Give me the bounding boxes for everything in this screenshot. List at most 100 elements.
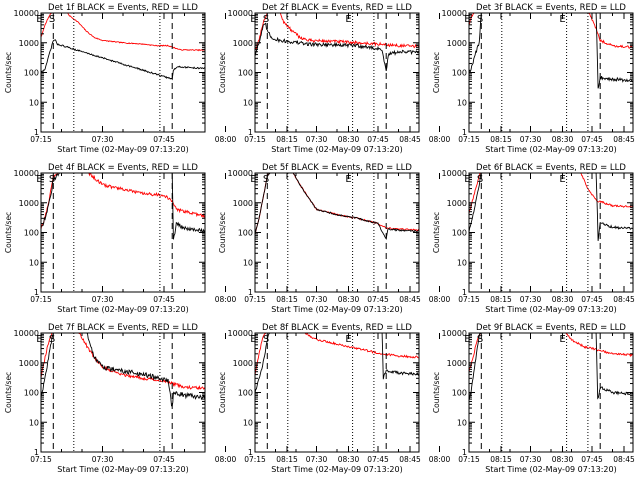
y-tick-label: 1000 [19,39,39,48]
y-tick-label: 10 [243,418,253,427]
interval-mark-label: E [559,174,565,185]
y-tick-label: 10000 [228,329,253,338]
x-tick-label: 07:30 [92,455,114,464]
interval-mark-label: E [464,174,470,185]
series-group [255,13,419,71]
y-tick-label: 100 [452,69,467,78]
x-tick-label: 07:30 [520,135,542,144]
y-tick-label: 1000 [19,359,39,368]
chart-title: Det 9f BLACK = Events, RED = LLD [476,323,626,333]
chart-panel-1: Det 1f BLACK = Events, RED = LLD11010010… [4,3,421,154]
y-tick-label: 10 [29,418,39,427]
y-tick-label: 10000 [228,9,253,18]
y-axis-label: Counts/sec [4,372,13,413]
x-tick-label: 07:30 [520,295,542,304]
lld-series-line [469,173,633,215]
x-tick-label: 07:15 [244,455,266,464]
x-tick-label: 07:30 [306,455,328,464]
series-group [41,333,205,407]
x-tick-label: 07:45 [581,455,603,464]
interval-mark-label: E [559,334,565,345]
chart-title: Det 1f BLACK = Events, RED = LLD [48,3,198,13]
y-tick-label: 100 [238,69,253,78]
y-axis-label: Counts/sec [218,372,227,413]
series-group [469,173,633,241]
chart-panel-5: Det 5f BLACK = Events, RED = LLD11010010… [218,163,635,314]
y-tick-label: 1000 [233,39,253,48]
x-axis-label: Start Time (02-May-09 07:13:20) [271,145,402,154]
y-tick-label: 10000 [228,169,253,178]
y-tick-label: 1000 [447,39,467,48]
y-tick-label: 10000 [14,9,39,18]
y-tick-label: 1000 [233,199,253,208]
chart-panel-3: Det 3f BLACK = Events, RED = LLD 1 10 100 10… [432,3,634,154]
y-tick-label: 10000 [442,329,467,338]
interval-mark-label: E [345,14,351,25]
x-tick-label: 08:00 [215,295,237,304]
x-tick-label: 08:30 [552,135,574,144]
chart-title: Det 4f BLACK = Events, RED = LLD [48,163,198,173]
series-group [469,333,633,402]
x-tick-label: 08:15 [490,455,512,464]
x-tick-label: 07:45 [153,135,175,144]
interval-mark-label: E [464,334,470,345]
y-tick-label: 1 [34,128,39,137]
interval-mark-label: S [49,334,55,345]
x-tick-label: 08:00 [429,455,451,464]
y-tick-label: 10000 [14,169,39,178]
chart-title: Det 8f BLACK = Events, RED = LLD [262,323,412,333]
x-tick-label: 08:30 [338,135,360,144]
x-tick-label: 08:00 [429,135,451,144]
x-tick-label: 08:15 [276,295,298,304]
lld-series-line [255,13,419,52]
y-axis-label: Counts/sec [4,52,13,93]
y-tick-label: 1 [248,288,253,297]
y-tick-label: 10 [243,258,253,267]
x-tick-label: 07:45 [581,295,603,304]
events-series-line [469,13,633,89]
y-tick-label: 10 [457,418,467,427]
interval-mark-label: E [464,14,470,25]
y-axis-label: Counts/sec [432,212,441,253]
lld-series-line [255,173,419,236]
interval-mark-label: E [345,174,351,185]
series-group [255,333,419,395]
y-axis-label: Counts/sec [218,212,227,253]
y-axis-label: Counts/sec [432,52,441,93]
series-group [469,13,633,89]
y-tick-label: 100 [238,229,253,238]
x-tick-label: 08:30 [338,455,360,464]
chart-panel-9: Det 9f BLACK = Events, RED = LLD 1 10 100 10… [432,323,634,474]
events-series-line [469,333,633,402]
x-tick-label: 07:45 [153,295,175,304]
x-tick-label: 08:45 [399,295,421,304]
x-tick-label: 08:30 [552,455,574,464]
y-tick-label: 1 [248,128,253,137]
y-tick-label: 10000 [442,169,467,178]
y-tick-label: 1 [462,128,467,137]
x-tick-label: 07:30 [92,295,114,304]
y-tick-label: 10 [457,258,467,267]
x-tick-label: 08:45 [399,455,421,464]
x-tick-label: 08:45 [613,135,635,144]
x-tick-label: 07:15 [458,135,480,144]
y-tick-label: 100 [452,389,467,398]
interval-mark-label: E [250,174,256,185]
interval-mark-label: E [559,14,565,25]
events-series-line [41,39,205,81]
interval-mark-label: S [477,334,483,345]
chart-panel-6: Det 6f BLACK = Events, RED = LLD 1 10 100 10… [432,163,634,314]
plot-frame [254,332,420,453]
x-tick-label: 08:00 [215,135,237,144]
chart-panel-4: Det 4f BLACK = Events, RED = LLD 1 10 100 10… [4,163,421,314]
y-tick-label: 1 [462,288,467,297]
y-tick-label: 1000 [233,359,253,368]
x-tick-label: 08:00 [215,455,237,464]
interval-mark-label: S [477,174,483,185]
chart-panel-7: Det 7f BLACK = Events, RED = LLD11010010… [4,323,421,474]
x-tick-label: 08:30 [338,295,360,304]
events-series-line [255,22,419,71]
x-axis-label: Start Time (02-May-09 07:13:20) [485,465,616,474]
x-tick-label: 07:45 [367,295,389,304]
